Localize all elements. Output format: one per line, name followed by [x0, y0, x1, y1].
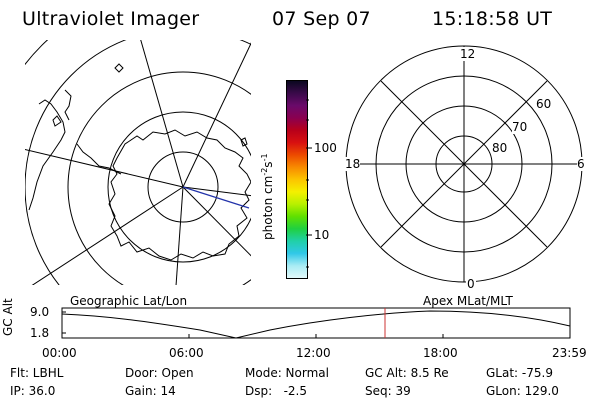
coastline [108, 129, 251, 261]
colorbar-unit-label: photon cm-2s-1 [260, 153, 275, 240]
instrument-title: Ultraviolet Imager [22, 8, 200, 30]
meridian-line [31, 186, 184, 285]
x-tick-18-00: 18:00 [423, 346, 458, 360]
mlt-label-12: 12 [459, 47, 477, 61]
orbit-track [182, 186, 250, 209]
meridian-line [182, 186, 251, 197]
geographic-map [25, 40, 251, 285]
x-tick-12-00: 12:00 [296, 346, 331, 360]
colorbar-gradient [287, 81, 307, 278]
filter-info: Flt: LBHL [10, 366, 64, 380]
door-info: Door: Open [125, 366, 194, 380]
gain-info: Gain: 14 [125, 384, 176, 398]
colorbar [286, 80, 308, 279]
mlt-label-0: 0 [466, 277, 476, 291]
coastline [64, 89, 72, 121]
meridian-line [175, 186, 184, 285]
seq-info: Seq: 39 [365, 384, 411, 398]
timeline-y-label: GC Alt [1, 298, 15, 336]
island [240, 137, 248, 147]
x-tick-00-00: 00:00 [42, 346, 77, 360]
ip-info: IP: 36.0 [10, 384, 56, 398]
lat-label-80: 80 [492, 141, 508, 155]
altitude-timeline [61, 307, 571, 339]
meridian-line [140, 40, 184, 188]
latitude-circle [147, 151, 219, 223]
glon-info: GLon: 129.0 [486, 384, 559, 398]
dsp-info: Dsp: -2.5 [245, 384, 308, 398]
meridian-line [182, 186, 251, 257]
coastline [28, 99, 66, 211]
x-tick-23-59: 23:59 [552, 346, 587, 360]
colorbar-tick-100: 100 [314, 141, 337, 155]
lat-label-70: 70 [512, 120, 528, 134]
mlt-line [380, 80, 548, 248]
date-label: 07 Sep 07 [272, 8, 371, 30]
gc-alt-info: GC Alt: 8.5 Re [365, 366, 449, 380]
island [114, 63, 124, 73]
mlt-label-6: 6 [577, 157, 585, 171]
island [52, 115, 62, 127]
latitude-circle [67, 71, 251, 285]
altitude-curve [61, 310, 571, 339]
colorbar-tick-10: 10 [314, 228, 330, 242]
meridian-line [182, 42, 251, 188]
polar-plot [345, 45, 583, 283]
y-tick-1-8: 1.8 [30, 326, 50, 340]
y-tick-9: 9.0 [30, 305, 50, 319]
meridian-line [25, 148, 184, 188]
x-tick-06-00: 06:00 [169, 346, 204, 360]
latitude-circle [107, 111, 251, 263]
timeline-frame [61, 307, 571, 339]
coastline [76, 143, 122, 175]
glat-info: GLat: -75.9 [486, 366, 553, 380]
time-label: 15:18:58 UT [432, 8, 553, 30]
apex-label: Apex MLat/MLT [423, 294, 513, 308]
mode-info: Mode: Normal [245, 366, 329, 380]
mlt-label-18: 18 [345, 157, 361, 171]
geographic-label: Geographic Lat/Lon [70, 294, 188, 308]
lat-label-60: 60 [536, 97, 552, 111]
